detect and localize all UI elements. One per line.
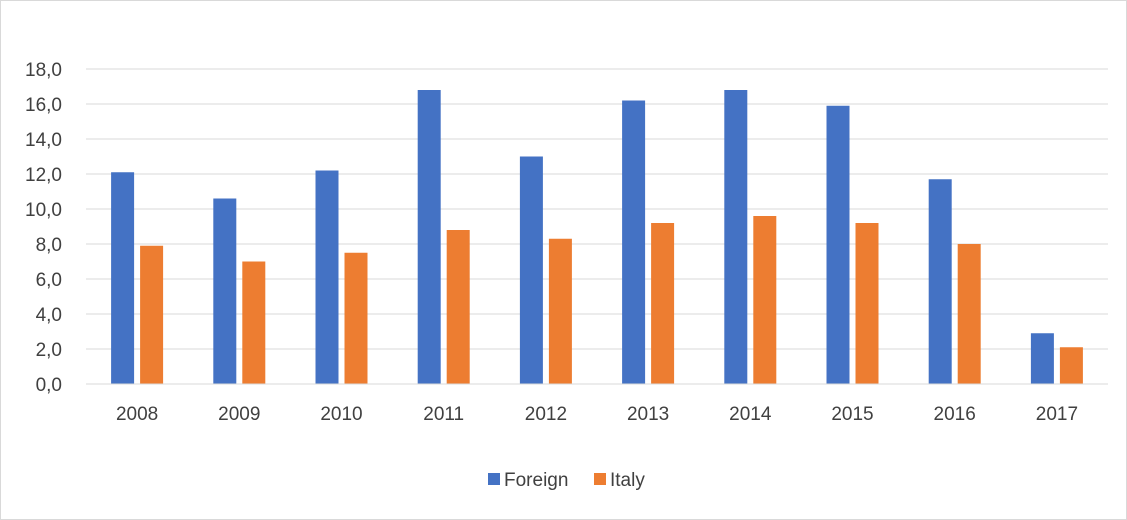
bars bbox=[111, 90, 1083, 384]
bar-foreign-2011 bbox=[417, 90, 441, 384]
bar-italy-2016 bbox=[957, 244, 981, 384]
bar-foreign-2012 bbox=[519, 156, 543, 384]
x-tick-label: 2011 bbox=[423, 404, 464, 425]
bar-italy-2010 bbox=[344, 252, 368, 384]
bar-italy-2013 bbox=[651, 223, 675, 384]
x-tick-label: 2017 bbox=[1036, 404, 1078, 425]
x-tick-label: 2016 bbox=[934, 404, 976, 425]
bar-italy-2008 bbox=[140, 245, 164, 384]
bar-italy-2012 bbox=[548, 238, 572, 384]
x-tick-label: 2013 bbox=[627, 404, 669, 425]
bar-foreign-2016 bbox=[928, 179, 952, 384]
x-tick-label: 2012 bbox=[525, 404, 567, 425]
y-tick-label: 4,0 bbox=[36, 305, 62, 326]
y-axis-labels: 0,0 2,0 4,0 6,0 8,0 10,0 12,0 14,0 16,0 18,0 bbox=[25, 60, 62, 396]
y-tick-label: 2,0 bbox=[36, 340, 62, 361]
bar-foreign-2015 bbox=[826, 105, 850, 384]
y-tick-label: 0,0 bbox=[36, 375, 62, 396]
y-tick-label: 18,0 bbox=[25, 60, 62, 81]
bar-italy-2014 bbox=[753, 216, 777, 384]
bar-foreign-2009 bbox=[213, 198, 237, 384]
y-tick-label: 12,0 bbox=[25, 165, 62, 186]
y-tick-label: 8,0 bbox=[36, 235, 62, 256]
x-tick-label: 2014 bbox=[729, 404, 772, 425]
legend-swatch-foreign bbox=[488, 473, 500, 485]
legend-label-foreign: Foreign bbox=[504, 470, 568, 491]
y-tick-label: 16,0 bbox=[25, 95, 62, 116]
bar-italy-2017 bbox=[1059, 347, 1083, 384]
bar-foreign-2008 bbox=[111, 172, 135, 384]
y-tick-label: 6,0 bbox=[36, 270, 62, 291]
x-tick-label: 2010 bbox=[320, 404, 362, 425]
gridlines bbox=[86, 68, 1108, 350]
legend: Foreign Italy bbox=[488, 470, 645, 491]
x-axis-labels: 2008 2009 2010 2011 2012 2013 2014 2015 2016 2017 bbox=[116, 404, 1078, 425]
legend-label-italy: Italy bbox=[610, 470, 645, 491]
x-tick-label: 2009 bbox=[218, 404, 260, 425]
bar-foreign-2013 bbox=[622, 100, 646, 384]
bar-italy-2009 bbox=[242, 261, 266, 384]
y-tick-label: 14,0 bbox=[25, 130, 62, 151]
x-tick-label: 2015 bbox=[831, 404, 873, 425]
x-tick-label: 2008 bbox=[116, 404, 158, 425]
bar-italy-2015 bbox=[855, 223, 879, 384]
bar-foreign-2014 bbox=[724, 90, 748, 384]
bar-foreign-2010 bbox=[315, 170, 339, 384]
bar-italy-2011 bbox=[446, 230, 470, 384]
legend-swatch-italy bbox=[594, 473, 606, 485]
bar-foreign-2017 bbox=[1030, 333, 1054, 384]
y-tick-label: 10,0 bbox=[25, 200, 62, 221]
